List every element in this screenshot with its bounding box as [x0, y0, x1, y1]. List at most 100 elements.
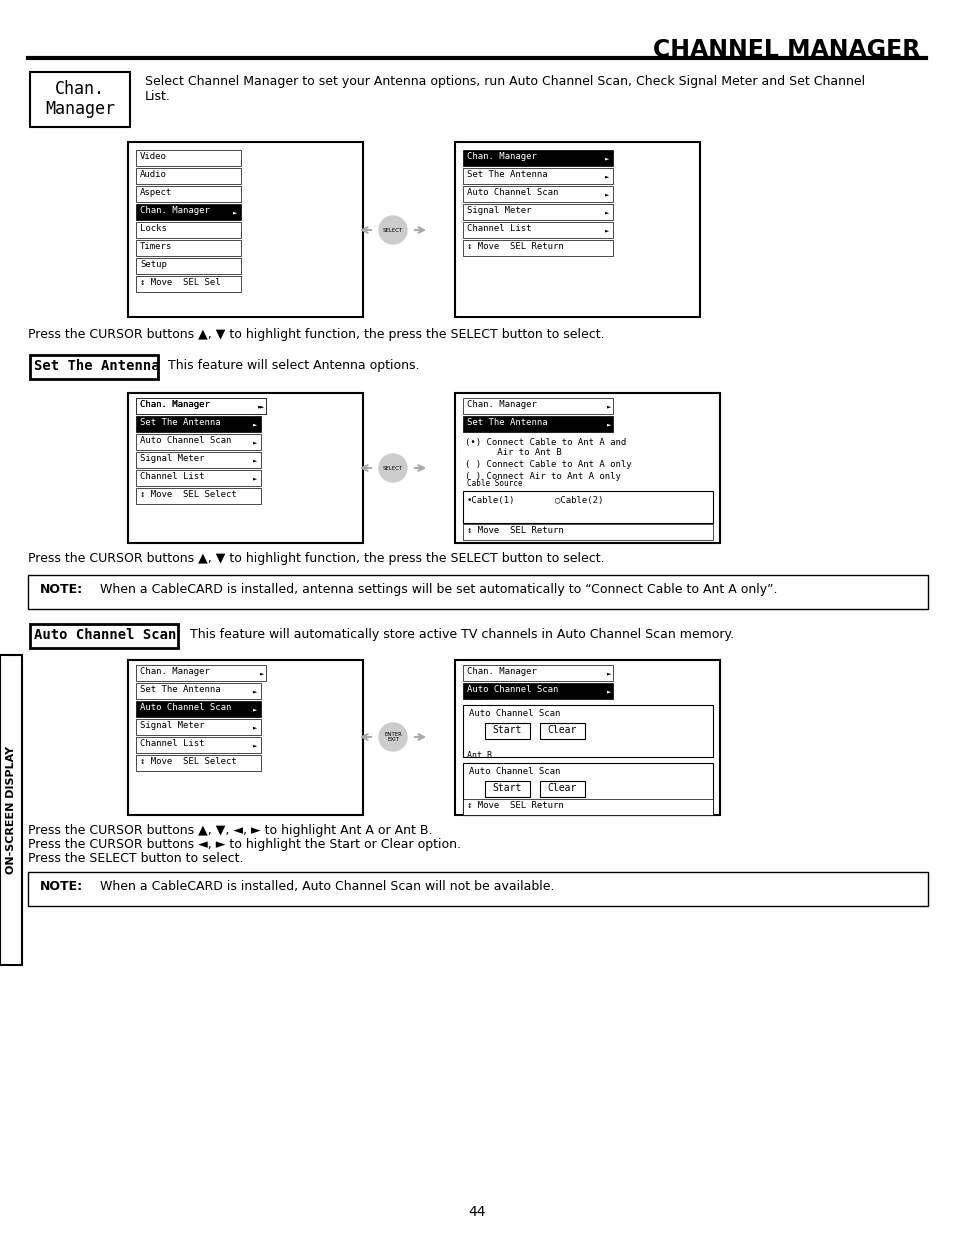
Bar — [136, 398, 266, 414]
Text: ►: ► — [253, 438, 257, 445]
Bar — [136, 275, 241, 291]
Text: Auto Channel Scan: Auto Channel Scan — [140, 703, 232, 713]
Bar — [462, 204, 613, 220]
Text: This feature will select Antenna options.: This feature will select Antenna options… — [168, 359, 419, 372]
Bar — [462, 763, 712, 815]
Bar — [128, 659, 363, 815]
Text: Clear: Clear — [547, 783, 576, 793]
Text: ↕ Move  SEL Return: ↕ Move SEL Return — [467, 802, 563, 810]
Text: 44: 44 — [468, 1205, 485, 1219]
Text: This feature will automatically store active TV channels in Auto Channel Scan me: This feature will automatically store ac… — [190, 629, 734, 641]
Text: Ant B: Ant B — [467, 751, 492, 760]
Text: Chan. Manager: Chan. Manager — [467, 152, 537, 161]
Bar — [462, 149, 613, 165]
Text: ►: ► — [253, 421, 257, 427]
Bar — [462, 524, 712, 540]
Text: SELECT: SELECT — [382, 466, 403, 471]
Bar — [462, 799, 712, 815]
Bar — [462, 683, 613, 699]
Bar — [539, 781, 584, 797]
Text: Audio: Audio — [140, 170, 167, 179]
Text: ►: ► — [606, 688, 611, 694]
Text: Start: Start — [492, 783, 521, 793]
Text: When a CableCARD is installed, Auto Channel Scan will not be available.: When a CableCARD is installed, Auto Chan… — [100, 881, 554, 893]
Text: (•) Connect Cable to Ant A and: (•) Connect Cable to Ant A and — [464, 438, 625, 447]
Bar — [136, 398, 266, 414]
Bar — [136, 755, 261, 771]
Text: Aspect: Aspect — [140, 188, 172, 198]
Text: Set The Antenna: Set The Antenna — [467, 170, 547, 179]
Text: Channel List: Channel List — [140, 739, 204, 748]
Bar — [539, 722, 584, 739]
Bar — [30, 624, 178, 648]
Text: Set The Antenna: Set The Antenna — [467, 417, 547, 427]
Bar — [462, 416, 613, 432]
Text: Chan. Manager: Chan. Manager — [140, 400, 210, 409]
Text: NOTE:: NOTE: — [40, 881, 83, 893]
Text: ►: ► — [604, 156, 609, 161]
Bar — [136, 737, 261, 753]
Text: Chan. Manager: Chan. Manager — [467, 667, 537, 676]
Text: Select Channel Manager to set your Antenna options, run Auto Channel Scan, Check: Select Channel Manager to set your Anten… — [145, 75, 864, 103]
Text: ►: ► — [606, 403, 611, 409]
Text: ( ) Connect Cable to Ant A only: ( ) Connect Cable to Ant A only — [464, 459, 631, 469]
Text: Press the CURSOR buttons ◄, ► to highlight the Start or Clear option.: Press the CURSOR buttons ◄, ► to highlig… — [28, 839, 460, 851]
Text: ↕ Move  SEL Sel: ↕ Move SEL Sel — [140, 278, 220, 287]
Text: Ant A: Ant A — [467, 693, 492, 701]
Bar — [136, 488, 261, 504]
Text: Timers: Timers — [140, 242, 172, 251]
Text: Chan. Manager: Chan. Manager — [140, 667, 210, 676]
Text: NOTE:: NOTE: — [40, 583, 83, 597]
Bar — [136, 433, 261, 450]
Text: ↕ Move  SEL Select: ↕ Move SEL Select — [140, 757, 236, 766]
Text: Signal Meter: Signal Meter — [140, 454, 204, 463]
Text: Chan. Manager: Chan. Manager — [140, 400, 210, 409]
Bar — [455, 142, 700, 317]
Bar — [136, 664, 266, 680]
Text: ►: ► — [260, 671, 264, 676]
Bar — [28, 576, 927, 609]
Bar — [28, 872, 927, 906]
Bar — [462, 664, 613, 680]
Bar — [136, 186, 241, 203]
Text: Auto Channel Scan: Auto Channel Scan — [469, 767, 560, 776]
Text: SELECT: SELECT — [382, 227, 403, 232]
Text: Locks: Locks — [140, 224, 167, 233]
Text: Auto Channel Scan: Auto Channel Scan — [34, 629, 176, 642]
Text: Auto Channel Scan: Auto Channel Scan — [140, 436, 232, 445]
Text: Set The Antenna: Set The Antenna — [140, 417, 220, 427]
Text: ►: ► — [257, 403, 262, 409]
Text: ( ) Connect Air to Ant A only: ( ) Connect Air to Ant A only — [464, 472, 620, 480]
Bar — [136, 719, 261, 735]
Bar — [136, 683, 261, 699]
Text: ►: ► — [253, 457, 257, 463]
Bar — [462, 398, 613, 414]
Bar — [136, 149, 241, 165]
Text: ON-SCREEN DISPLAY: ON-SCREEN DISPLAY — [6, 746, 16, 874]
Bar — [136, 222, 241, 238]
Text: Chan. Manager: Chan. Manager — [140, 206, 210, 215]
Text: ►: ► — [253, 688, 257, 694]
Text: ►: ► — [606, 421, 611, 427]
Text: ↕ Move  SEL Return: ↕ Move SEL Return — [467, 526, 563, 535]
Text: ►: ► — [604, 209, 609, 215]
Bar — [136, 258, 241, 274]
Text: Signal Meter: Signal Meter — [140, 721, 204, 730]
Text: ►: ► — [253, 724, 257, 730]
Circle shape — [378, 454, 407, 482]
Bar — [136, 204, 241, 220]
Bar — [136, 416, 261, 432]
Bar — [484, 722, 530, 739]
Text: Signal Meter: Signal Meter — [467, 206, 531, 215]
Text: CHANNEL MANAGER: CHANNEL MANAGER — [652, 38, 919, 62]
Bar — [462, 492, 712, 522]
Bar — [484, 781, 530, 797]
Bar — [455, 393, 720, 543]
Text: When a CableCARD is installed, antenna settings will be set automatically to “Co: When a CableCARD is installed, antenna s… — [100, 583, 777, 597]
Bar — [30, 72, 130, 127]
Circle shape — [378, 216, 407, 245]
Text: ►: ► — [233, 209, 237, 215]
Text: ↕ Move  SEL Return: ↕ Move SEL Return — [467, 242, 563, 251]
Bar — [462, 240, 613, 256]
Text: Press the CURSOR buttons ▲, ▼ to highlight function, the press the SELECT button: Press the CURSOR buttons ▲, ▼ to highlig… — [28, 552, 604, 564]
